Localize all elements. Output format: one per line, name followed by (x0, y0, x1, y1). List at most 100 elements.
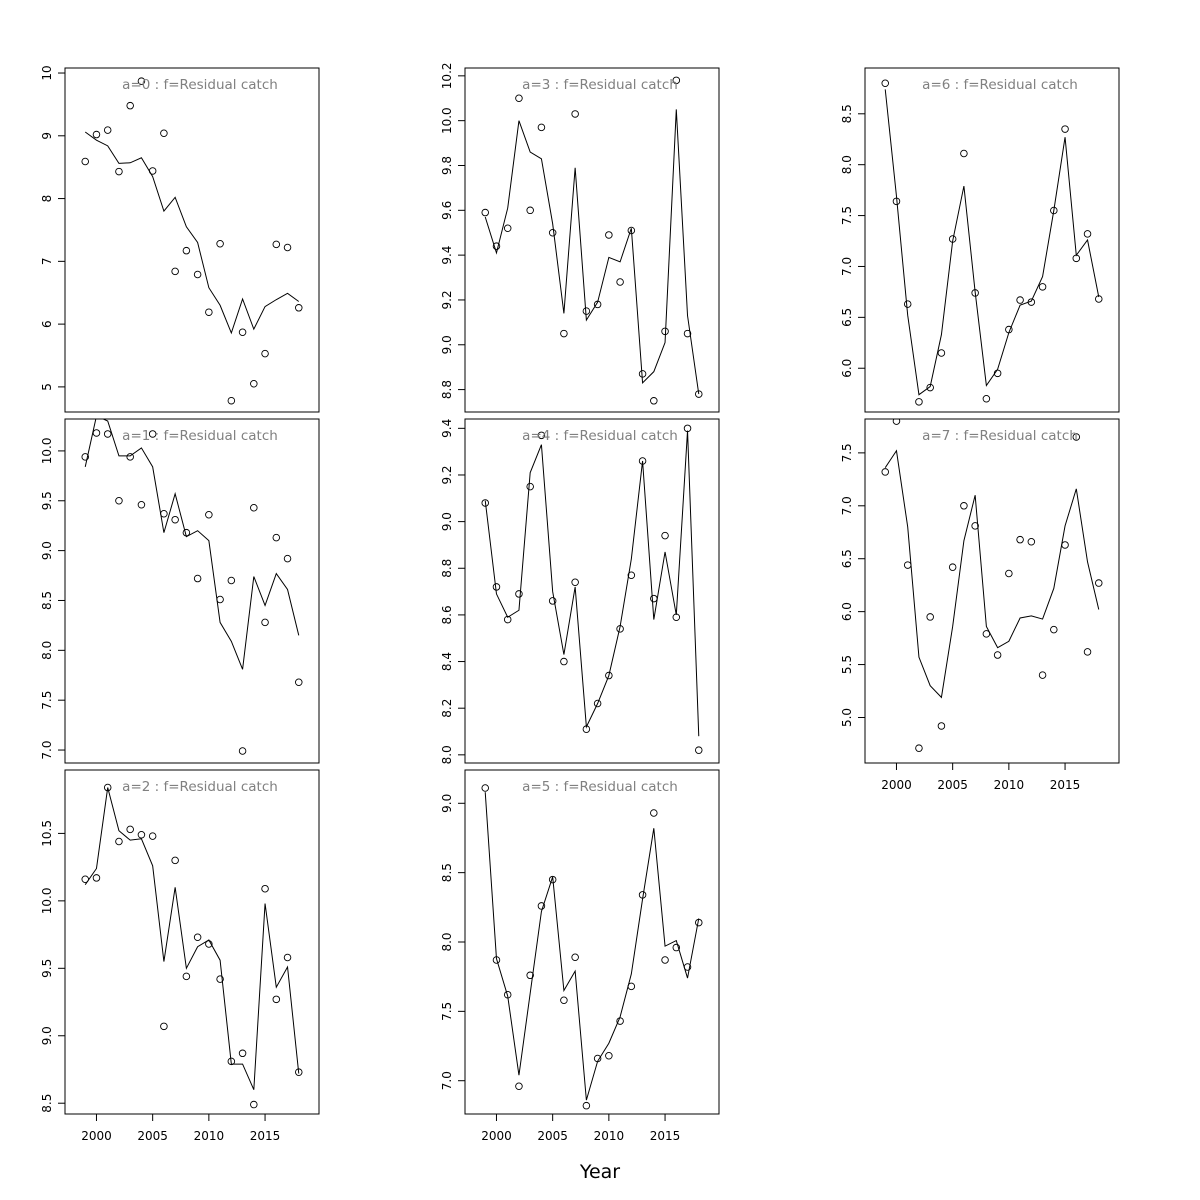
plot-frame (464, 67, 720, 413)
data-point (582, 1101, 591, 1110)
y-tick-label: 6 (40, 320, 54, 328)
fitted-line (84, 419, 300, 670)
fitted-line (84, 131, 300, 335)
data-point (937, 349, 946, 357)
panel-4: 8.0 8.2 8.4 8.6 8.8 9.0 9.2 9.4 a=4 : f=Residual… (440, 418, 720, 764)
data-point (160, 509, 168, 518)
panel-3: 8.8 9.0 9.2 9.4 9.6 9.8 10.0 10.2 a=3 : f=Residu… (440, 62, 720, 413)
data-point (283, 953, 292, 962)
y-tick-label: 9.5 (40, 959, 54, 978)
data-point (571, 578, 579, 587)
data-point (238, 328, 247, 337)
y-tick-label: 8.4 (440, 652, 454, 671)
data-point (593, 699, 602, 708)
y-tick-label: 8.0 (40, 641, 54, 660)
y-tick-label: 7.0 (40, 740, 54, 759)
data-point (295, 304, 303, 312)
plot-area (481, 784, 703, 1110)
panel-6: 6.0 6.5 7.0 7.5 8.0 8.5 a=6 : f=Residual catch (840, 67, 1120, 413)
fitted-line (884, 449, 1100, 699)
y-tick-label: 5 (40, 383, 54, 391)
panel-title: a=2 : f=Residual catch (122, 779, 278, 795)
data-point (1016, 296, 1024, 304)
data-point (126, 825, 134, 834)
y-tick-label: 7.0 (440, 1071, 454, 1090)
y-tick-label: 7 (40, 258, 54, 266)
data-point (672, 76, 681, 85)
data-point (982, 395, 991, 403)
data-point (616, 625, 624, 633)
data-point (1027, 538, 1036, 546)
plot-area (81, 783, 303, 1109)
data-point (695, 390, 703, 398)
data-point (205, 510, 213, 519)
data-point (205, 940, 213, 948)
data-point (193, 933, 202, 942)
fitted-line (484, 792, 700, 1101)
data-point (881, 79, 889, 88)
data-point (115, 837, 123, 846)
data-point (1072, 433, 1081, 441)
x-tick-label: 2015 (650, 1129, 681, 1143)
data-point (892, 419, 901, 425)
data-point (672, 943, 681, 952)
data-point (182, 528, 191, 537)
y-tick-label: 10 (40, 65, 54, 80)
data-point (695, 746, 703, 754)
data-point (1083, 230, 1092, 238)
data-point (261, 884, 269, 893)
data-point (672, 613, 681, 621)
data-point (216, 975, 224, 983)
data-point (526, 482, 534, 491)
data-point (182, 972, 191, 981)
data-point (982, 630, 991, 638)
x-tick-label: 2005 (537, 1129, 568, 1143)
y-tick-label: 8.8 (440, 380, 454, 399)
data-point (261, 618, 269, 627)
data-point (683, 424, 692, 433)
data-point (881, 468, 889, 476)
data-point (216, 595, 224, 604)
data-point (1061, 541, 1069, 549)
y-tick-label: 9.0 (40, 1026, 54, 1045)
data-point (683, 329, 692, 338)
panel-0: 5 6 7 8 9 10 a=0 : f=Residual catch (40, 65, 320, 413)
y-tick-label: 9.6 (440, 201, 454, 220)
panel-5: 7.0 7.5 8.0 8.5 9.0 2000 2005 2010 2015 a=5 : f=R… (440, 769, 720, 1143)
data-point (560, 996, 568, 1005)
data-point (971, 522, 979, 530)
y-tick-label: 10.0 (40, 887, 54, 914)
y-tick-label: 9.4 (440, 419, 454, 438)
panel-title: a=7 : f=Residual catch (922, 428, 1078, 444)
y-tick-label: 10.0 (40, 438, 54, 465)
data-point (103, 783, 112, 792)
y-tick-label: 9.2 (440, 465, 454, 484)
data-point (515, 1082, 523, 1091)
x-tick-label: 2000 (81, 1129, 112, 1143)
data-point (126, 101, 134, 110)
y-tick-label: 5.0 (840, 708, 854, 727)
data-point (481, 784, 489, 792)
plot-area (881, 419, 1103, 752)
y-tick-label: 8.5 (40, 591, 54, 610)
data-point (971, 289, 979, 297)
y-tick-label: 8.0 (840, 155, 854, 174)
x-axis-label: Year (579, 1161, 620, 1183)
data-point (81, 453, 89, 461)
plot-area (81, 419, 303, 755)
y-tick-label: 5.5 (840, 655, 854, 674)
panel-title: a=6 : f=Residual catch (922, 77, 1078, 93)
x-tick-label: 2010 (594, 1129, 625, 1143)
data-point (1050, 625, 1058, 634)
data-point (103, 430, 112, 438)
y-tick-label: 9.5 (40, 491, 54, 510)
data-point (126, 453, 134, 461)
panel-title: a=5 : f=Residual catch (522, 779, 678, 795)
panel-1: 7.0 7.5 8.0 8.5 9.0 9.5 10.0 a=1 : f=Residual c… (40, 418, 320, 764)
data-point (295, 678, 303, 686)
data-point (1050, 206, 1058, 215)
data-point (661, 531, 669, 540)
data-point (492, 583, 501, 591)
y-tick-label: 7.5 (40, 691, 54, 710)
